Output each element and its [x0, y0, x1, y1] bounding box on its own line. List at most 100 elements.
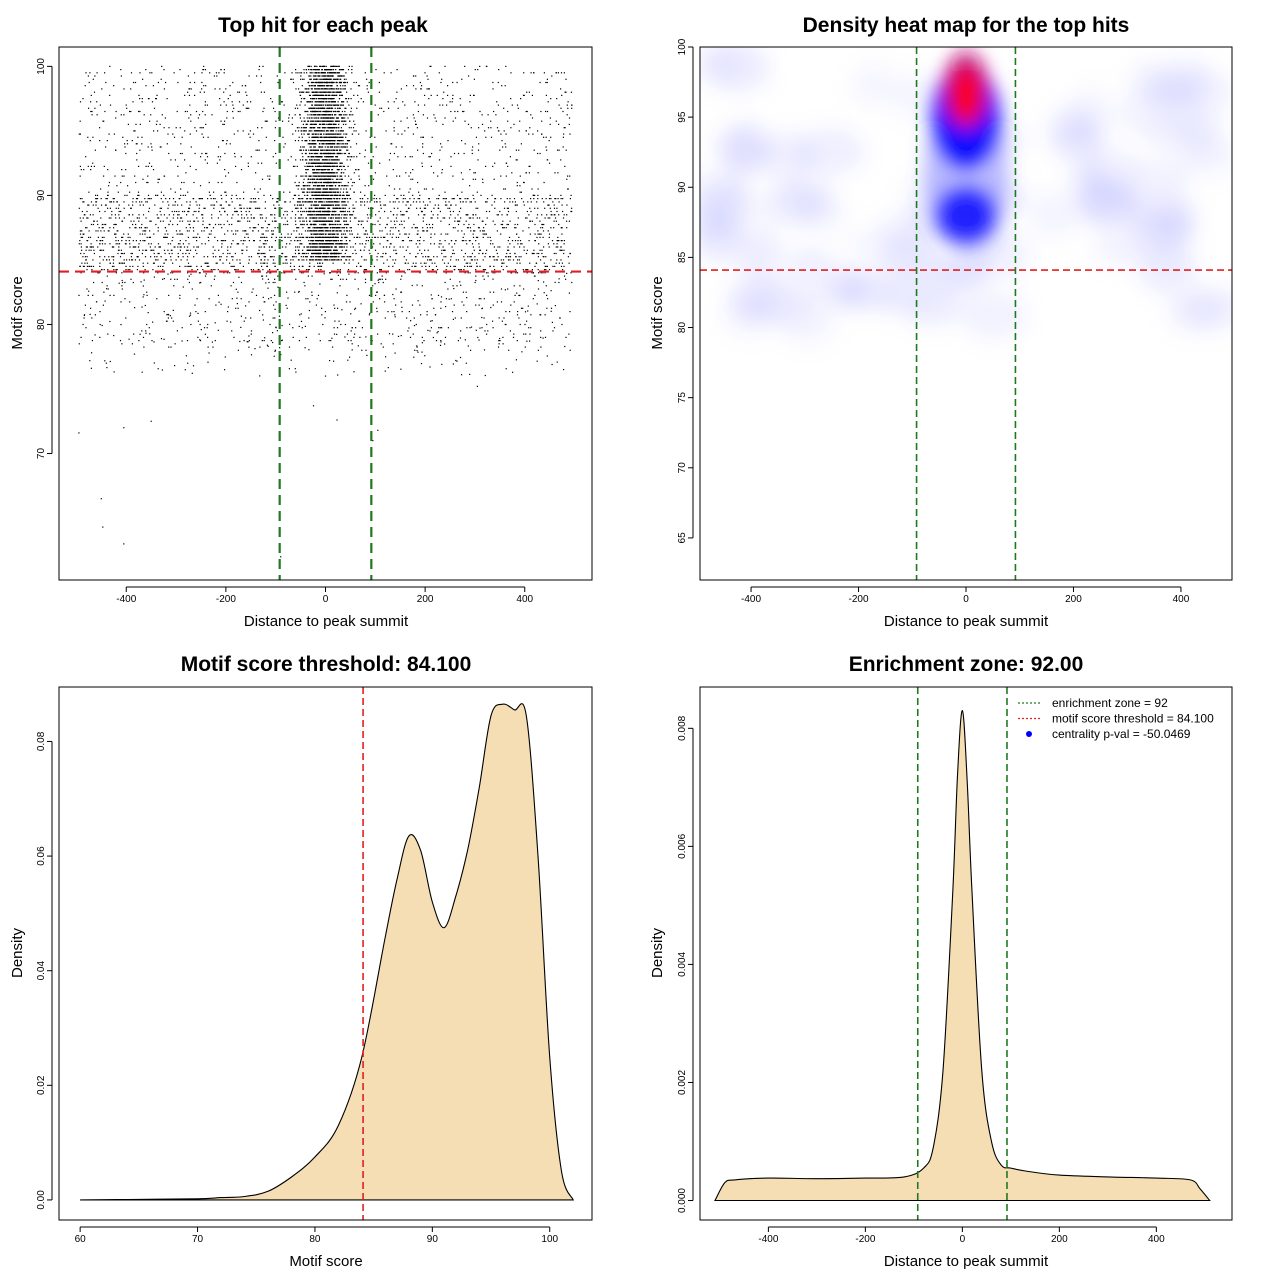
scatter-point [121, 175, 123, 177]
scatter-point [409, 240, 411, 242]
scatter-point [528, 91, 530, 93]
scatter-point [207, 336, 209, 338]
scatter-point [319, 120, 322, 122]
scatter-point [561, 204, 563, 206]
scatter-point [430, 217, 432, 219]
scatter-point [323, 162, 325, 164]
scatter-point [428, 265, 430, 267]
scatter-point [287, 236, 289, 238]
scatter-point [470, 217, 472, 219]
scatter-point [359, 152, 361, 155]
scatter-point [536, 201, 538, 203]
scatter-point [337, 236, 339, 238]
scatter-point [393, 101, 395, 103]
scatter-point [319, 185, 321, 187]
scatter-point [363, 233, 365, 235]
scatter-point [275, 301, 277, 303]
scatter-point [318, 185, 320, 187]
scatter-point [189, 88, 191, 90]
scatter-point [292, 327, 294, 329]
scatter-point [166, 98, 168, 100]
scatter-point [219, 210, 221, 213]
scatter-point [130, 88, 132, 90]
scatter-point [207, 236, 209, 238]
scatter-point [295, 159, 297, 161]
scatter-point [131, 259, 134, 261]
scatter-point [208, 265, 210, 267]
scatter-point [467, 272, 469, 274]
scatter-point [541, 198, 543, 200]
scatter-point [306, 162, 308, 164]
scatter-point [347, 165, 349, 167]
scatter-point [224, 152, 226, 155]
scatter-point [262, 262, 264, 264]
scatter-point [434, 262, 436, 264]
scatter-point [237, 220, 240, 222]
scatter-point [284, 143, 286, 145]
scatter-point [272, 281, 274, 284]
scatter-point [498, 343, 500, 345]
scatter-point [382, 346, 384, 348]
scatter-point [226, 220, 229, 222]
scatter-point [500, 198, 502, 200]
scatter-point [507, 249, 509, 251]
scatter-point [237, 291, 239, 293]
scatter-point [517, 223, 519, 226]
scatter-point [537, 230, 539, 232]
scatter-point [303, 130, 305, 132]
scatter-point [261, 252, 263, 255]
scatter-point [442, 246, 444, 248]
scatter-point [204, 227, 206, 229]
scatter-point [509, 259, 511, 261]
scatter-point [565, 78, 567, 80]
scatter-point [396, 69, 398, 71]
scatter-point [454, 269, 456, 271]
scatter-point [220, 256, 222, 258]
scatter-point [450, 156, 452, 158]
scatter-point [391, 236, 393, 238]
scatter-point [393, 207, 395, 209]
scatter-point [271, 230, 273, 232]
scatter-point [308, 269, 310, 271]
scatter-point [300, 130, 302, 132]
scatter-point [327, 146, 330, 148]
scatter-point [519, 191, 521, 193]
scatter-point [464, 272, 466, 274]
scatter-point [401, 311, 403, 313]
scatter-point [320, 201, 323, 203]
scatter-point [500, 175, 502, 177]
scatter-point [499, 149, 501, 151]
scatter-point [297, 140, 300, 142]
scatter-point [234, 156, 236, 158]
scatter-point [157, 194, 159, 196]
scatter-point [107, 169, 109, 171]
scatter-point [407, 269, 409, 271]
scatter-point [283, 146, 285, 148]
scatter-point [331, 181, 333, 184]
scatter-point [405, 233, 407, 235]
scatter-point [207, 136, 209, 138]
scatter-point [293, 265, 295, 267]
scatter-point [318, 265, 320, 267]
scatter-point [309, 162, 311, 164]
scatter-point [304, 120, 306, 122]
scatter-point [321, 243, 323, 245]
scatter-point [506, 223, 508, 226]
scatter-point [233, 336, 235, 338]
scatter-point [274, 240, 277, 242]
scatter-point [474, 178, 477, 180]
scatter-point [397, 133, 399, 135]
scatter-point [347, 269, 350, 271]
scatter-point [542, 256, 544, 258]
scatter-point [153, 249, 155, 251]
scatter-point [525, 269, 527, 271]
scatter-point [351, 69, 353, 71]
scatter-point [254, 198, 256, 200]
scatter-point [195, 169, 197, 171]
scatter-point [384, 236, 386, 238]
scatter-point [407, 201, 409, 203]
scatter-point [359, 336, 361, 338]
scatter-point [367, 217, 369, 219]
scatter-point [224, 169, 226, 171]
scatter-point [356, 156, 358, 158]
